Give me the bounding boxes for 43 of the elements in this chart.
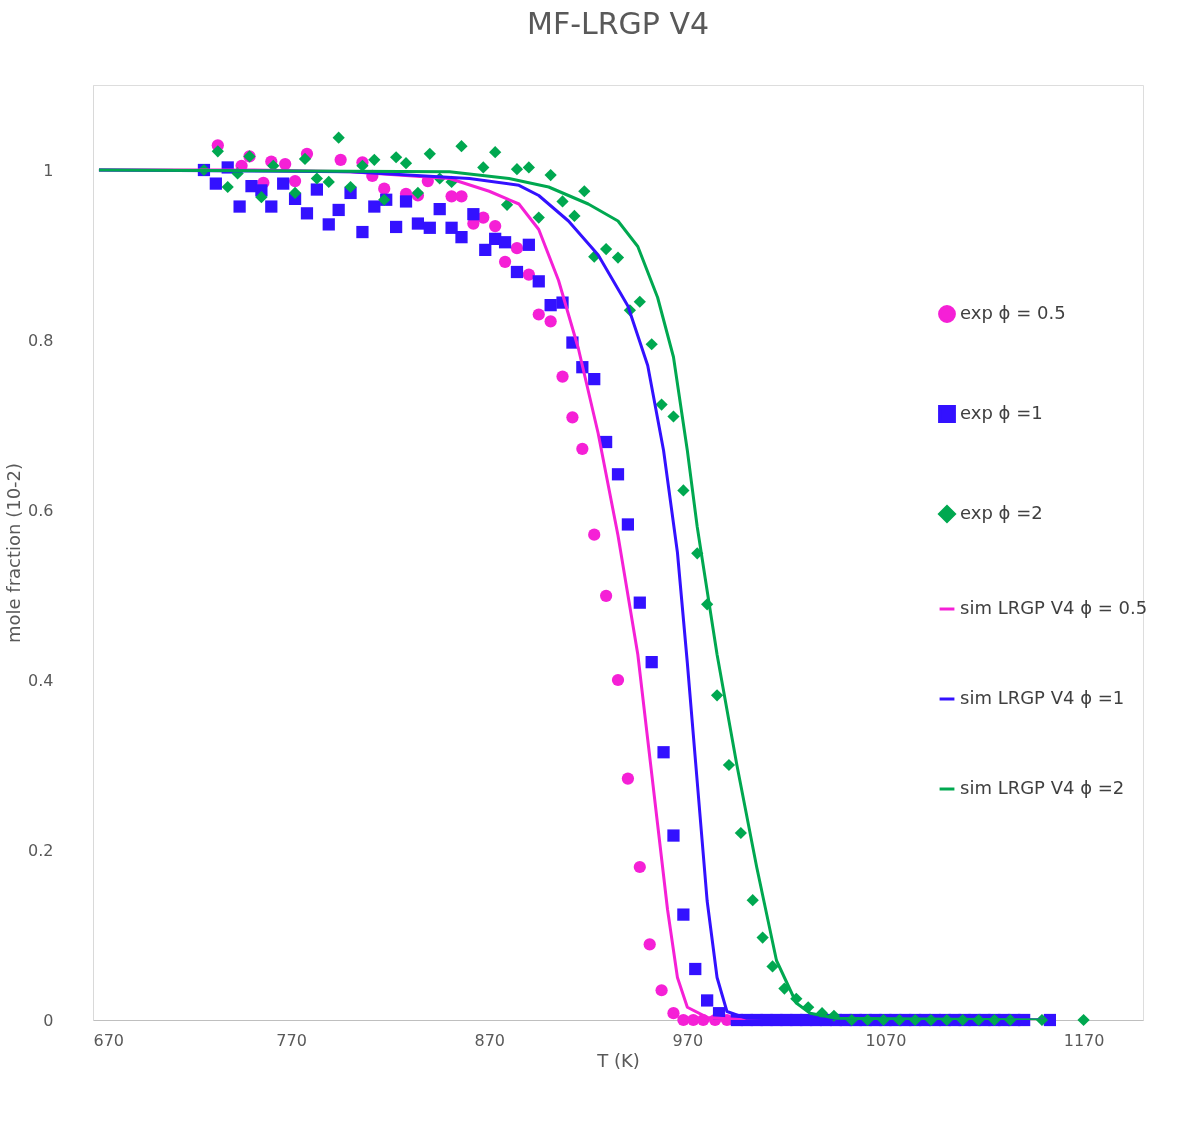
y-tick-label: 0.4 [28, 670, 54, 690]
point [378, 182, 391, 195]
x-axis-title: T (K) [596, 1049, 640, 1071]
y-axis-title: mole fraction (10-2) [3, 462, 25, 644]
point [544, 315, 557, 328]
point [556, 370, 569, 383]
x-tick-label: 770 [276, 1030, 307, 1050]
y-tick-label: 0 [43, 1010, 54, 1030]
point [455, 190, 468, 203]
point [498, 255, 512, 268]
point [532, 308, 545, 321]
point [599, 589, 613, 602]
legend-label: sim LRGP V4 ϕ =2 [960, 777, 1125, 798]
x-tick-label: 1070 [865, 1030, 907, 1050]
y-tick-label: 0.6 [28, 500, 54, 520]
x-tick-label: 970 [672, 1030, 704, 1050]
legend-label: exp ϕ =2 [960, 502, 1043, 523]
chart-title: MF-LRGP V4 [526, 6, 710, 41]
legend-label: exp ϕ =1 [960, 402, 1043, 423]
point [643, 938, 656, 951]
y-tick-label: 1 [43, 160, 54, 180]
y-tick-label: 0.2 [28, 840, 54, 860]
point [655, 984, 668, 997]
point [576, 442, 589, 455]
point [288, 174, 302, 188]
x-tick-label: 670 [93, 1030, 125, 1050]
point [633, 860, 646, 874]
point [566, 411, 579, 424]
x-tick-label: 870 [474, 1030, 505, 1050]
point [588, 528, 601, 541]
x-tick-label: 1170 [1063, 1030, 1105, 1050]
legend-label: exp ϕ = 0.5 [960, 302, 1066, 323]
point [489, 219, 502, 233]
point [621, 772, 635, 785]
point [279, 157, 292, 171]
point [334, 153, 347, 166]
point [510, 242, 524, 255]
point [522, 268, 535, 281]
point [667, 1007, 680, 1020]
legend-label: sim LRGP V4 ϕ = 0.5 [960, 597, 1148, 618]
y-tick-label: 0.8 [28, 330, 54, 350]
legend-label: sim LRGP V4 ϕ =1 [960, 687, 1125, 708]
point [611, 673, 625, 687]
